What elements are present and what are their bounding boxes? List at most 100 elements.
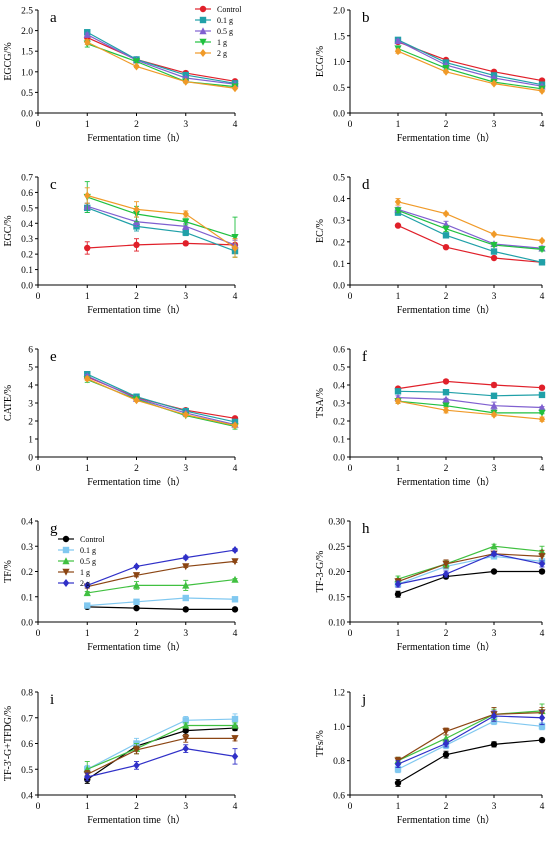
y-axis-label: TSA/% [315,388,326,418]
legend-item: Control [195,5,242,14]
series-line [86,718,236,770]
x-tick-label: 2 [134,292,139,302]
data-point [394,47,402,56]
x-tick-label: 1 [85,120,90,130]
legend-item: 0.1 g [195,16,233,25]
panel-letter: f [362,349,367,365]
x-tick-label: 1 [85,802,90,812]
y-tick-label: 2.5 [21,7,33,17]
data-point [84,191,91,200]
y-tick-label: 1.0 [333,723,345,733]
y-tick-label: 2 [28,418,33,428]
data-point [538,259,546,266]
data-point [231,243,239,252]
y-tick-label: 5 [28,364,33,374]
panel-letter: d [362,177,370,193]
y-tick-label: 0.1 [21,266,33,276]
series-control [394,736,546,787]
data-point [394,37,402,45]
y-tick-label: 1 [28,436,33,446]
data-point [231,575,239,583]
series-line [86,41,236,89]
legend-label: 0.5 g [80,557,96,566]
data-point [394,397,402,406]
y-tick-label: 0.25 [328,543,345,553]
series-2-g [394,397,546,424]
x-tick-label: 3 [183,802,188,812]
series-line [87,378,236,427]
series-2-g [84,187,239,258]
x-tick-label: 2 [444,802,449,812]
series-2-g [394,549,546,589]
y-axis-label: EGC/% [3,215,14,246]
y-tick-label: 0.8 [21,689,33,699]
x-tick-label: 3 [183,292,188,302]
data-point [84,602,91,609]
y-tick-label: 0.3 [333,217,345,227]
data-point [538,403,546,411]
y-tick-label: 0.0 [333,110,345,120]
y-tick-label: 0.4 [21,792,33,802]
y-tick-label: 0.10 [328,619,345,629]
y-tick-label: 0.5 [333,84,345,94]
series-1-g [83,40,239,91]
x-tick-label: 1 [396,464,401,474]
x-tick-label: 1 [396,802,401,812]
x-tick-label: 3 [492,120,497,130]
series-2-g [394,710,546,769]
x-tick-label: 2 [444,120,449,130]
series-line [87,724,235,770]
series-line [87,196,236,238]
legend-label: 0.5 g [217,27,233,36]
legend: Control 0.1 g 0.5 g 1 g 2 g [195,5,242,58]
x-tick-label: 2 [444,629,449,639]
chart-panel-g: 0.0 0.1 0.2 0.3 0.4 0 1 2 3 4 Fermentation time（h）… [3,518,239,653]
chart-panel-b: 0.0 0.5 1.0 1.5 2.0 0 1 2 3 4 Fermentation time（h）… [315,7,546,144]
data-point [133,205,140,214]
data-point [394,207,402,215]
x-tick-label: 3 [183,629,188,639]
legend-marker [62,535,70,543]
legend-label: 1 g [80,568,90,577]
series-line [86,34,236,85]
data-point [394,222,402,229]
panel-letter: b [362,10,370,26]
data-point [538,713,546,722]
data-point [538,736,546,744]
data-point [490,248,498,255]
y-tick-label: 0.5 [21,89,33,99]
data-point [490,401,498,409]
data-point [538,384,546,391]
series-line [397,400,543,420]
x-axis-label: Fermentation time（h） [87,814,186,826]
legend-marker [62,568,70,576]
series-0-5-g [83,575,239,597]
series-0-1-g [84,594,239,609]
y-tick-label: 0.3 [21,543,33,553]
series-0-5-g [394,393,546,411]
data-point [394,779,402,787]
data-point [182,735,190,743]
x-tick-label: 0 [348,292,353,302]
y-axis-label: EGCG/% [3,42,14,80]
data-point [84,772,91,781]
series-line [397,545,543,580]
series-line [397,48,543,90]
series-line [87,376,236,419]
x-axis-label: Fermentation time（h） [87,476,186,488]
data-point [442,67,450,76]
data-point [490,392,498,399]
chart-panel-j: 0.6 0.8 1.0 1.2 0 1 2 3 4 Fermentation time（h） TFs… [315,689,546,826]
y-tick-label: 0.1 [333,260,345,270]
series-2-g [84,744,239,782]
y-tick-label: 1.0 [21,68,33,78]
data-point [231,84,239,93]
x-tick-label: 3 [492,464,497,474]
y-tick-label: 0.6 [21,740,33,750]
legend-label: 1 g [217,38,227,47]
x-tick-label: 4 [540,292,545,302]
x-tick-label: 4 [233,802,238,812]
y-axis-label: TFs/% [315,730,326,757]
data-point [442,232,450,239]
data-point [182,606,189,613]
